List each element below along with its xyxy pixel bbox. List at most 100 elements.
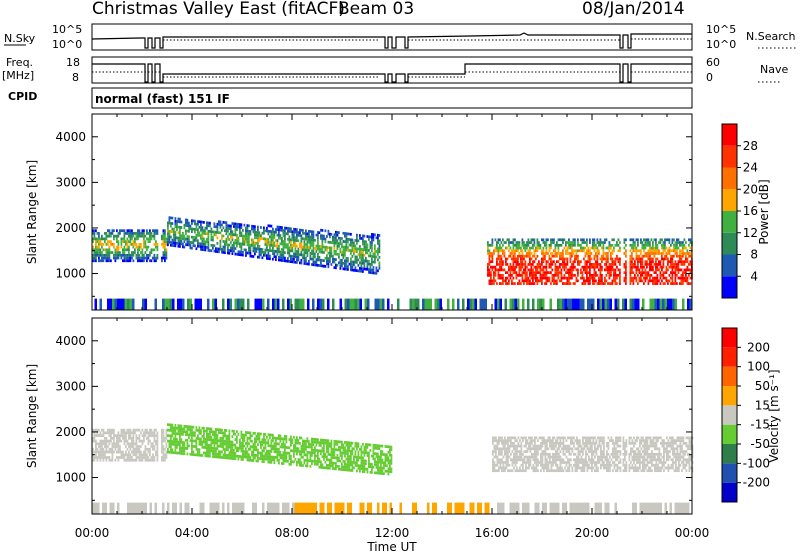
power-cell [668,241,671,244]
velocity-cell [249,456,252,459]
velocity-cell [117,431,120,435]
power-cell [529,279,531,283]
power-cell [640,273,642,277]
velocity-cell [156,431,159,435]
velocity-cell [351,449,354,453]
power-cell [649,298,652,310]
velocity-cell [129,453,132,457]
power-cell [284,226,286,230]
velocity-cell [138,428,141,432]
velocity-cell [318,457,321,461]
velocity-cell [344,451,346,455]
velocity-cell [215,430,217,434]
power-cell [131,234,133,238]
velocity-cell [353,461,355,464]
velocity-cell [228,445,231,449]
velocity-cell [248,458,250,462]
power-cell [656,252,659,255]
velocity-cell [508,455,511,459]
power-cell [647,279,650,283]
power-cell [677,246,680,250]
velocity-cell [126,458,129,462]
power-cell [607,282,609,285]
power-cell [281,250,283,254]
power-cell [321,245,324,249]
power-cell [524,271,527,274]
velocity-cell [197,437,199,440]
power-cell [347,259,349,263]
velocity-cell [269,436,271,439]
power-cell [93,237,96,241]
freq-left-label-2: [MHz] [2,69,34,82]
power-cell [303,256,306,260]
velocity-cell [368,462,370,466]
velocity-cell [111,447,114,451]
power-cell [231,222,234,225]
velocity-cell [505,447,508,451]
velocity-cell [215,428,217,431]
power-cell [664,241,666,244]
velocity-cell [167,439,169,443]
power-cell [574,243,576,247]
velocity-cell [249,437,252,440]
power-cell [685,279,687,283]
power-cell [119,298,122,310]
velocity-cell [375,466,378,469]
power-cell [667,268,669,272]
power-cell [539,243,542,247]
power-cell [490,243,492,247]
power-cell [590,252,593,255]
velocity-cell [314,459,316,463]
power-cell [371,263,373,266]
velocity-cell [339,451,342,455]
power-cell [532,263,534,266]
power-cell [378,239,381,243]
power-cell [509,252,512,255]
power-cell [206,221,208,225]
power-cell [542,271,545,274]
power-cell [499,257,501,261]
power-cell [567,298,570,310]
power-cell [527,249,530,253]
power-cell [323,234,325,238]
velocity-cell [101,428,103,432]
power-cell [686,279,689,283]
power-cell [610,273,612,277]
power-cell [533,271,536,274]
velocity-cell [216,455,219,459]
power-cell [252,225,255,228]
power-cell [251,241,253,244]
velocity-cell [381,461,384,464]
velocity-cell [170,437,172,441]
power-cell [311,252,313,255]
power-cell [339,242,342,246]
power-cell [635,268,638,272]
power-cell [625,254,627,258]
power-cell [605,254,608,258]
velocity-cell [329,442,331,446]
velocity-cell [348,446,351,450]
power-cell [556,268,558,272]
velocity-cell [312,451,315,455]
velocity-cell [189,428,192,432]
power-cell [583,265,585,269]
power-cell [206,226,208,230]
velocity-cell [149,434,151,437]
power-cell [500,241,503,244]
power-cell [673,254,675,258]
velocity-cell [264,452,267,455]
power-cell [574,298,577,310]
power-cell [291,235,294,239]
velocity-cell [347,449,349,453]
velocity-cell [141,453,144,457]
velocity-cell [272,433,274,437]
power-cell [189,298,192,310]
power-cell [526,246,528,250]
power-cell [237,250,240,254]
power-cell [305,229,307,233]
power-cell [488,254,491,258]
velocity-cell [213,455,216,459]
velocity-cell [150,445,153,448]
power-cell [266,243,268,247]
power-cell [565,257,567,261]
